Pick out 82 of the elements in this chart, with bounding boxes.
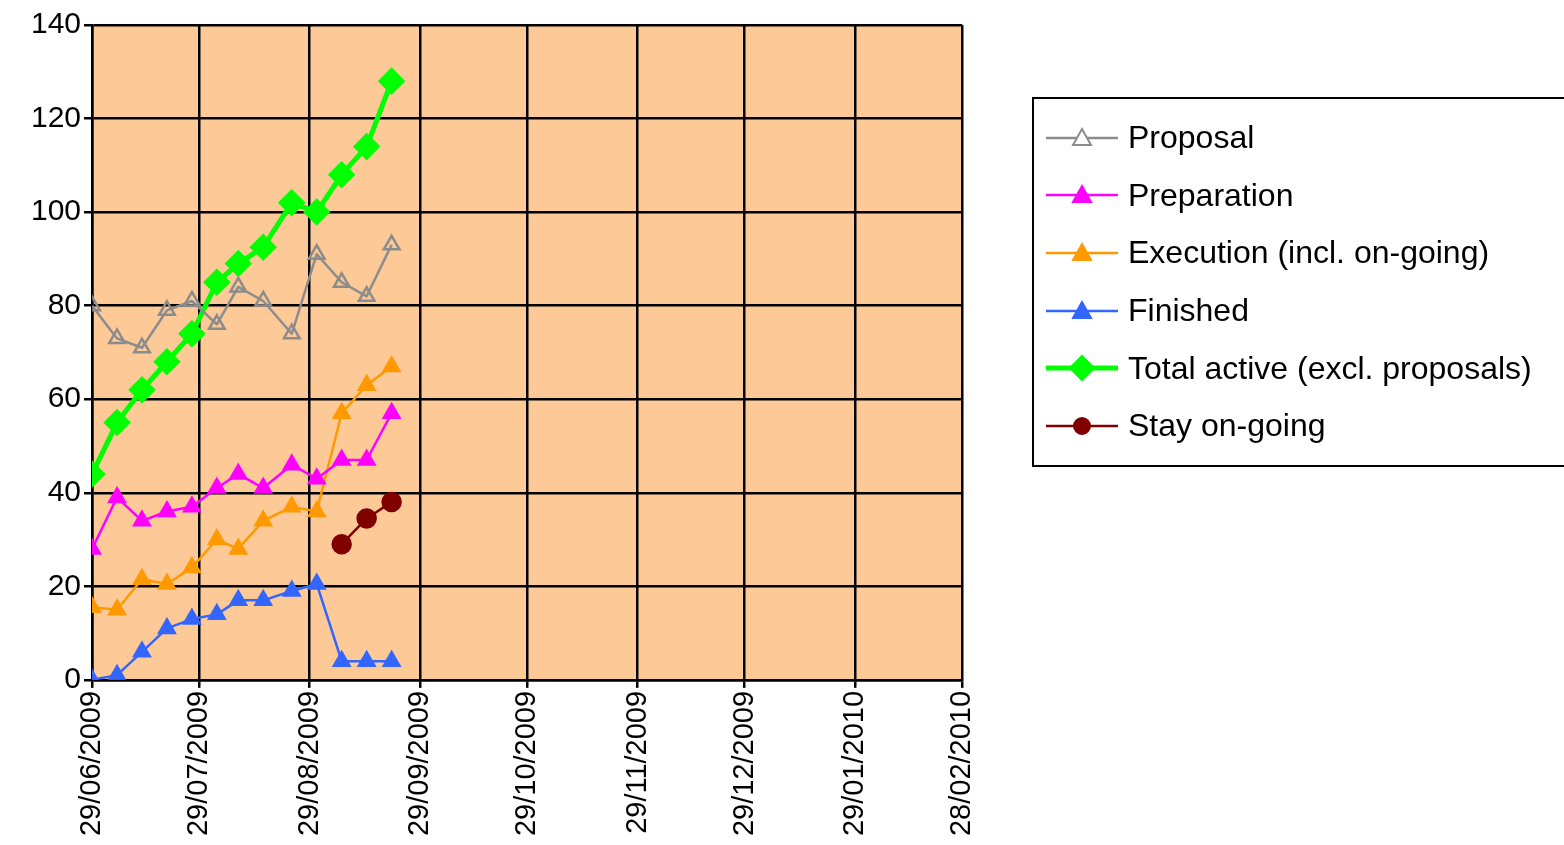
point (203, 269, 231, 296)
point (182, 608, 201, 625)
point (303, 198, 330, 226)
point (153, 348, 181, 376)
point (225, 250, 252, 277)
point (182, 290, 201, 307)
x-tick-label: 29/09/2009 (402, 690, 435, 837)
legend-label: Total active (excl. proposals) (1128, 349, 1532, 387)
point (128, 376, 156, 404)
point (307, 468, 326, 485)
point (357, 286, 376, 303)
y-tick-label: 140 (30, 6, 82, 40)
point (357, 449, 376, 466)
point (254, 590, 273, 607)
point (229, 538, 248, 555)
x-tick-label: 29/11/2009 (619, 690, 652, 834)
point (282, 454, 301, 471)
y-tick-label: 40 (47, 474, 82, 508)
point (132, 641, 152, 658)
point (278, 189, 306, 216)
point (157, 300, 176, 317)
point (307, 573, 326, 590)
point (282, 580, 301, 597)
point (229, 276, 248, 293)
y-tick-label: 80 (47, 286, 82, 320)
point (382, 650, 401, 667)
point (382, 402, 401, 419)
point (381, 491, 402, 513)
legend-label: Proposal (1128, 119, 1255, 157)
point (107, 487, 127, 504)
point (207, 529, 226, 546)
point (107, 328, 127, 345)
point (332, 449, 351, 466)
point (382, 234, 401, 251)
point (357, 650, 376, 667)
point (382, 356, 401, 373)
point (332, 402, 351, 419)
y-tick-label: 100 (30, 193, 82, 227)
point (178, 320, 206, 347)
point (229, 463, 248, 480)
x-tick-label: 28/02/2010 (944, 690, 977, 837)
x-tick-label: 29/12/2009 (726, 690, 759, 837)
point (254, 290, 273, 307)
x-tick-label: 29/07/2009 (181, 690, 214, 837)
y-tick-label: 60 (47, 380, 82, 414)
point (282, 496, 301, 513)
point (332, 272, 351, 289)
point (157, 501, 176, 518)
legend-label: Finished (1128, 292, 1249, 330)
legend-label: Stay on-going (1128, 407, 1326, 445)
point (207, 477, 226, 494)
point (353, 133, 380, 160)
point (157, 618, 176, 635)
point (332, 650, 351, 667)
point (331, 533, 352, 555)
point (249, 233, 277, 261)
legend-label: Execution (incl. on-going) (1128, 234, 1490, 272)
point (182, 557, 201, 574)
point (132, 337, 152, 354)
point (107, 599, 127, 616)
point (207, 314, 226, 331)
point (132, 569, 152, 586)
y-tick-label: 120 (30, 99, 82, 133)
point (229, 590, 248, 607)
point (357, 374, 376, 391)
point (207, 604, 226, 621)
point (307, 243, 326, 260)
legend-label: Preparation (1128, 176, 1294, 214)
x-tick-label: 29/01/2010 (837, 690, 870, 837)
x-tick-label: 29/10/2009 (509, 690, 542, 837)
point (132, 510, 152, 527)
x-tick-label: 29/08/2009 (291, 690, 324, 837)
point (103, 409, 131, 436)
y-tick-label: 20 (47, 567, 82, 601)
point (254, 477, 273, 494)
point (328, 161, 355, 188)
point (157, 573, 176, 590)
point (307, 501, 326, 518)
point (254, 510, 273, 527)
point (182, 496, 201, 513)
point (282, 323, 301, 340)
point (378, 67, 405, 95)
